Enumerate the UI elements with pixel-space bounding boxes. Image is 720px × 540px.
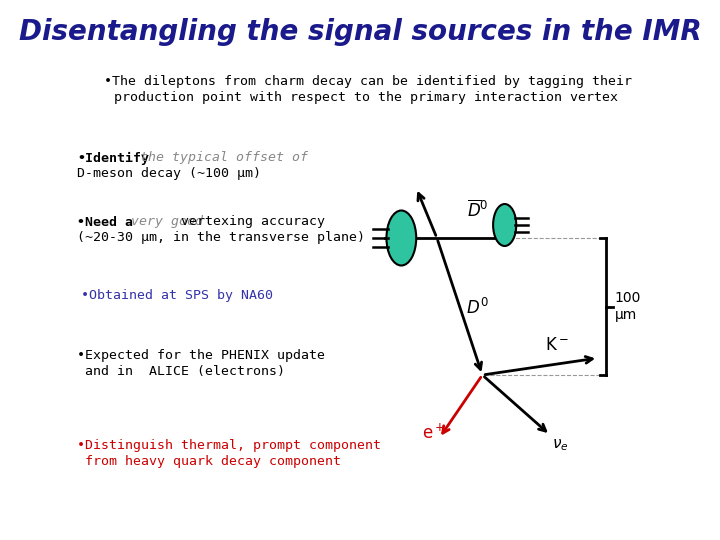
Text: (~20-30 μm, in the transverse plane): (~20-30 μm, in the transverse plane): [77, 232, 365, 245]
Text: •Distinguish thermal, prompt component: •Distinguish thermal, prompt component: [77, 438, 382, 451]
Text: •Identify: •Identify: [77, 151, 149, 165]
Text: very good: very good: [122, 215, 203, 228]
Text: •Obtained at SPS by NA60: •Obtained at SPS by NA60: [81, 288, 273, 301]
Text: $\nu_e$: $\nu_e$: [552, 437, 568, 453]
Ellipse shape: [387, 211, 416, 266]
Text: Disentangling the signal sources in the IMR: Disentangling the signal sources in the …: [19, 18, 701, 46]
Text: D-meson decay (~100 μm): D-meson decay (~100 μm): [77, 167, 261, 180]
Text: from heavy quark decay component: from heavy quark decay component: [77, 455, 341, 468]
Text: •Need a: •Need a: [77, 215, 133, 228]
Text: the typical offset of: the typical offset of: [132, 152, 308, 165]
Text: •The dileptons from charm decay can be identified by tagging their: •The dileptons from charm decay can be i…: [104, 76, 631, 89]
Text: e$^+$: e$^+$: [422, 423, 445, 443]
Text: and in  ALICE (electrons): and in ALICE (electrons): [77, 364, 285, 377]
Text: production point with respect to the primary interaction vertex: production point with respect to the pri…: [114, 91, 618, 105]
Text: $\overline{D}^0$: $\overline{D}^0$: [467, 199, 488, 220]
Ellipse shape: [493, 204, 516, 246]
Text: vertexing accuracy: vertexing accuracy: [173, 215, 325, 228]
Text: K$^-$: K$^-$: [545, 336, 569, 354]
Text: $D^0$: $D^0$: [466, 298, 489, 318]
Text: 100
μm: 100 μm: [615, 292, 641, 322]
Text: •Expected for the PHENIX update: •Expected for the PHENIX update: [77, 348, 325, 361]
